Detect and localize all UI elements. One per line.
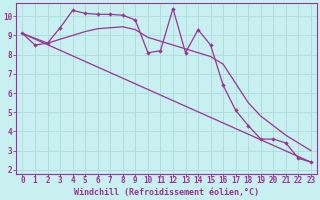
X-axis label: Windchill (Refroidissement éolien,°C): Windchill (Refroidissement éolien,°C) [74,188,259,197]
